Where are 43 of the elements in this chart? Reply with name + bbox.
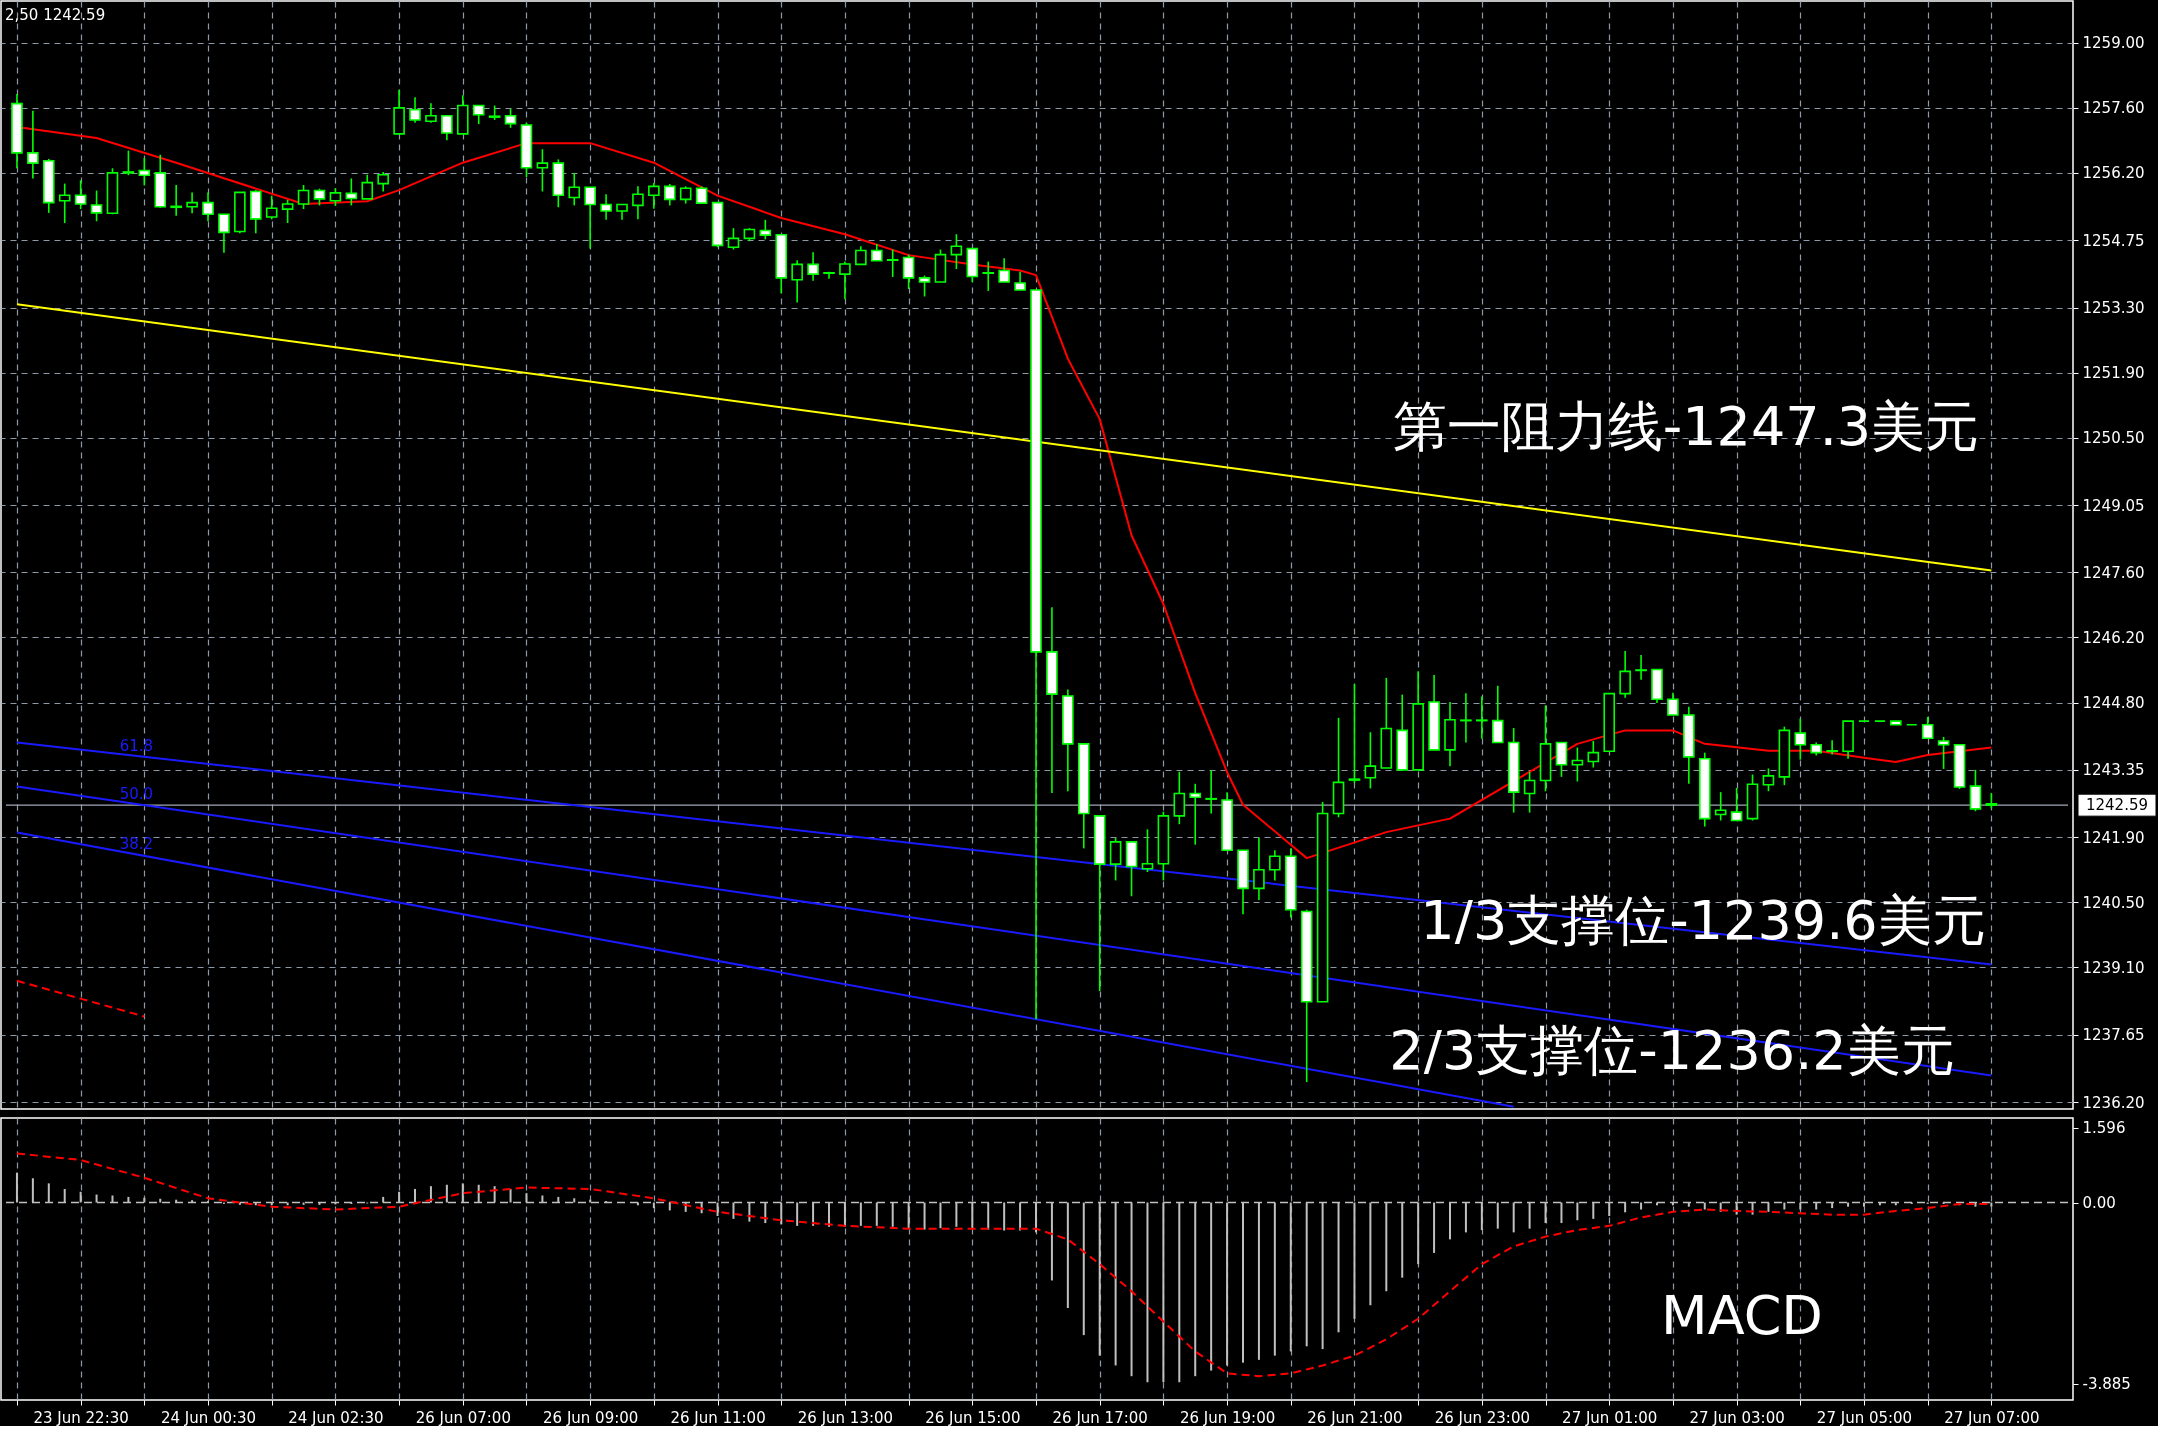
y-tick-label: 1236.20: [2082, 1093, 2145, 1112]
x-tick-label: 24 Jun 02:30: [288, 1408, 384, 1427]
y-tick-label: 1240.50: [2082, 893, 2145, 912]
y-tick-label: 1251.90: [2082, 364, 2145, 383]
y-tick-label: 1243.35: [2082, 761, 2145, 780]
x-tick-label: 27 Jun 01:00: [1562, 1408, 1658, 1427]
y-tick-label: 1244.80: [2082, 694, 2145, 712]
x-tick-label: 26 Jun 13:00: [797, 1408, 894, 1427]
annotation: 第一阻力线-1247.3美元: [1392, 395, 1980, 458]
x-tick-label: 27 Jun 07:00: [1944, 1408, 2040, 1427]
y-tick-label: 1257.60: [2082, 99, 2145, 118]
annotation: 2,50 1242.59: [5, 6, 106, 24]
y-tick-label: 1241.90: [2082, 828, 2145, 847]
series-label: 50.0: [119, 785, 154, 804]
y-tick-label: 1246.20: [2082, 628, 2145, 647]
y-tick-label: 1253.30: [2082, 299, 2145, 318]
y-tick-label: 1237.65: [2082, 1026, 2145, 1045]
y-tick-label: 1250.50: [2082, 429, 2145, 448]
x-tick-label: 26 Jun 23:00: [1434, 1408, 1530, 1427]
x-tick-label: 27 Jun 03:00: [1689, 1408, 1785, 1427]
series-label: 61.8: [119, 736, 154, 755]
y-tick-label: 1.596: [2082, 1119, 2126, 1138]
y-tick-label: 1254.75: [2082, 231, 2145, 250]
y-tick-label: -3.885: [2082, 1375, 2131, 1394]
y-tick-label: 1256.20: [2082, 164, 2145, 183]
x-tick-label: 26 Jun 07:00: [415, 1408, 511, 1427]
x-tick-label: 23 Jun 22:30: [33, 1408, 129, 1427]
annotation: MACD: [1661, 1284, 1823, 1347]
x-tick-label: 26 Jun 15:00: [925, 1408, 1021, 1427]
x-tick-label: 26 Jun 17:00: [1052, 1408, 1148, 1427]
x-tick-label: 24 Jun 00:30: [160, 1408, 257, 1427]
x-tick-label: 27 Jun 05:00: [1816, 1408, 1913, 1427]
y-tick-label: 0.00: [2082, 1194, 2116, 1213]
x-tick-label: 26 Jun 09:00: [543, 1408, 639, 1427]
ref-line-label: 1242.59: [2085, 796, 2149, 815]
y-tick-label: 1239.10: [2082, 958, 2145, 977]
series-label: 38.2: [119, 835, 154, 854]
x-tick-label: 26 Jun 11:00: [670, 1408, 766, 1427]
y-tick-label: 1247.60: [2082, 563, 2145, 582]
x-tick-label: 26 Jun 19:00: [1179, 1408, 1276, 1427]
y-tick-label: 1259.00: [2082, 34, 2145, 53]
y-tick-label: 1249.05: [2082, 496, 2145, 515]
x-tick-label: 26 Jun 21:00: [1307, 1408, 1403, 1427]
